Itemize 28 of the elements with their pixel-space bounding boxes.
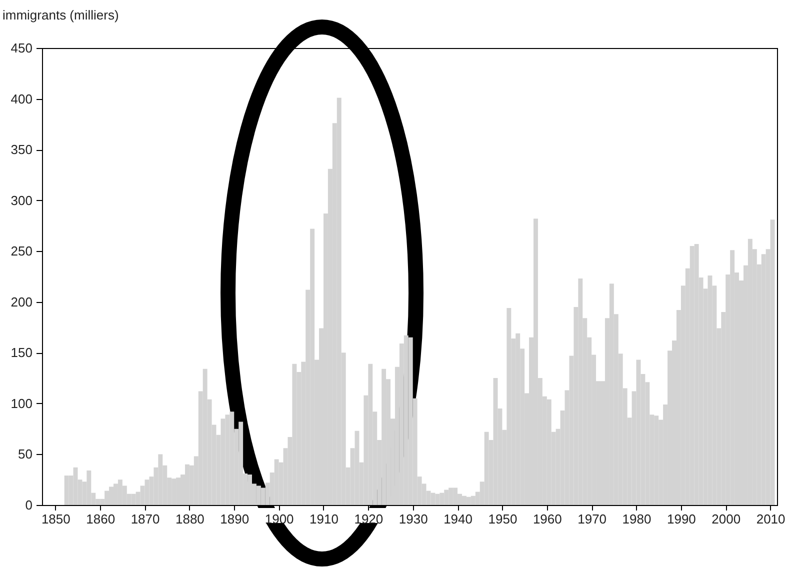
y-tick-label: 0 [25,498,32,512]
x-tick-label: 2010 [756,512,786,526]
x-tick-label: 2000 [712,512,741,526]
x-tick-label: 1980 [622,512,652,526]
x-tick-label: 1880 [175,512,204,526]
x-tick-label: 1970 [578,512,607,526]
y-tick-label: 350 [10,142,32,158]
y-tick-label: 200 [10,294,32,310]
y-tick-label: 100 [10,396,32,411]
y-tick-label: 50 [18,446,32,462]
x-tick-label: 1860 [86,512,116,526]
x-tick-label: 1940 [444,512,472,526]
x-tick-label: 1920 [354,512,384,526]
y-tick-label: 400 [10,91,32,106]
x-tick-label: 1990 [666,512,696,526]
y-tick-label: 250 [10,244,32,259]
x-tick-label: 1960 [532,512,562,526]
x-tick-label: 1930 [398,512,428,526]
x-tick-label: 1900 [264,512,294,526]
y-tick-label: 450 [10,40,32,56]
x-tick-label: 1850 [41,512,70,526]
x-tick-label: 1890 [220,512,250,526]
y-axis-title: immigrants (milliers) [2,8,119,22]
x-tick-label: 1950 [488,512,518,526]
x-tick-label: 1910 [310,512,338,526]
x-tick-label: 1870 [130,512,160,526]
y-tick-label: 300 [10,192,32,208]
y-tick-label: 150 [10,345,32,360]
